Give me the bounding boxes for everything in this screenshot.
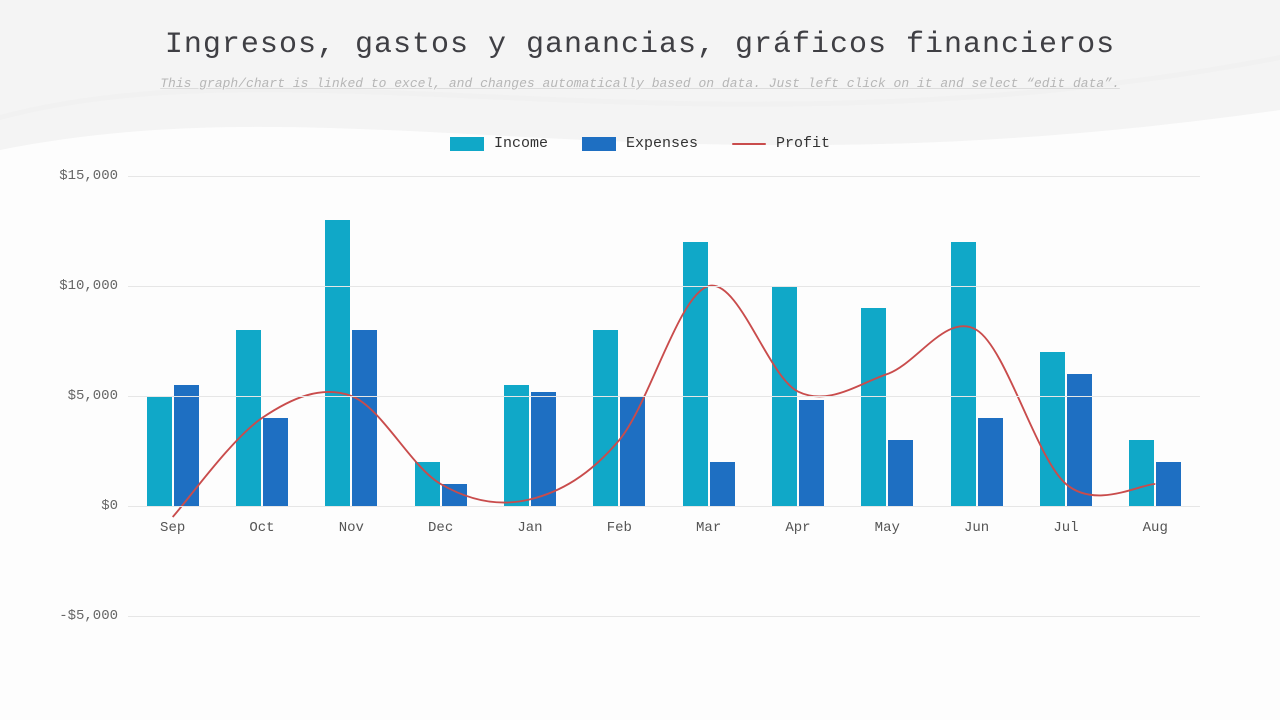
legend-item: Income xyxy=(450,135,548,152)
expenses-bar xyxy=(710,462,735,506)
y-axis-label: $0 xyxy=(48,498,118,514)
x-axis-label: Aug xyxy=(1143,520,1168,536)
expenses-bar xyxy=(263,418,288,506)
expenses-bar xyxy=(1156,462,1181,506)
expenses-bar xyxy=(978,418,1003,506)
legend: Income Expenses Profit xyxy=(0,135,1280,152)
expenses-bar xyxy=(1067,374,1092,506)
income-bar xyxy=(1129,440,1154,506)
income-bar xyxy=(236,330,261,506)
plot-area: SepOctNovDecJanFebMarAprMayJunJulAug -$5… xyxy=(128,176,1200,616)
chart-area: SepOctNovDecJanFebMarAprMayJunJulAug -$5… xyxy=(100,170,1200,640)
income-bar xyxy=(951,242,976,506)
legend-line-swatch xyxy=(732,143,766,145)
x-axis-label: Mar xyxy=(696,520,721,536)
gridline xyxy=(128,286,1200,287)
legend-swatch xyxy=(450,137,484,151)
legend-label: Profit xyxy=(776,135,830,152)
income-bar xyxy=(415,462,440,506)
expenses-bar xyxy=(531,392,556,506)
income-bar xyxy=(325,220,350,506)
x-axis-label: Jan xyxy=(517,520,542,536)
income-bar xyxy=(683,242,708,506)
legend-item: Expenses xyxy=(582,135,698,152)
legend-label: Income xyxy=(494,135,548,152)
expenses-bar xyxy=(174,385,199,506)
y-axis-label: $10,000 xyxy=(48,278,118,294)
x-axis-label: Jun xyxy=(964,520,989,536)
x-axis-label: Apr xyxy=(785,520,810,536)
expenses-bar xyxy=(799,400,824,506)
x-axis-label: Nov xyxy=(339,520,364,536)
legend-swatch xyxy=(582,137,616,151)
y-axis-label: $15,000 xyxy=(48,168,118,184)
gridline xyxy=(128,176,1200,177)
y-axis-label: $5,000 xyxy=(48,388,118,404)
expenses-bar xyxy=(620,396,645,506)
legend-item: Profit xyxy=(732,135,830,152)
gridline xyxy=(128,616,1200,617)
y-axis-label: -$5,000 xyxy=(48,608,118,624)
x-axis-label: May xyxy=(875,520,900,536)
income-bar xyxy=(504,385,529,506)
expenses-bar xyxy=(442,484,467,506)
chart-title: Ingresos, gastos y ganancias, gráficos f… xyxy=(0,0,1280,62)
x-axis-label: Oct xyxy=(249,520,274,536)
income-bar xyxy=(1040,352,1065,506)
x-axis-label: Dec xyxy=(428,520,453,536)
legend-label: Expenses xyxy=(626,135,698,152)
income-bar xyxy=(147,396,172,506)
expenses-bar xyxy=(352,330,377,506)
income-bar xyxy=(593,330,618,506)
gridline xyxy=(128,396,1200,397)
gridline xyxy=(128,506,1200,507)
x-axis-label: Jul xyxy=(1053,520,1078,536)
x-axis-label: Feb xyxy=(607,520,632,536)
x-axis-label: Sep xyxy=(160,520,185,536)
income-bar xyxy=(861,308,886,506)
chart-subtitle: This graph/chart is linked to excel, and… xyxy=(0,76,1280,91)
expenses-bar xyxy=(888,440,913,506)
